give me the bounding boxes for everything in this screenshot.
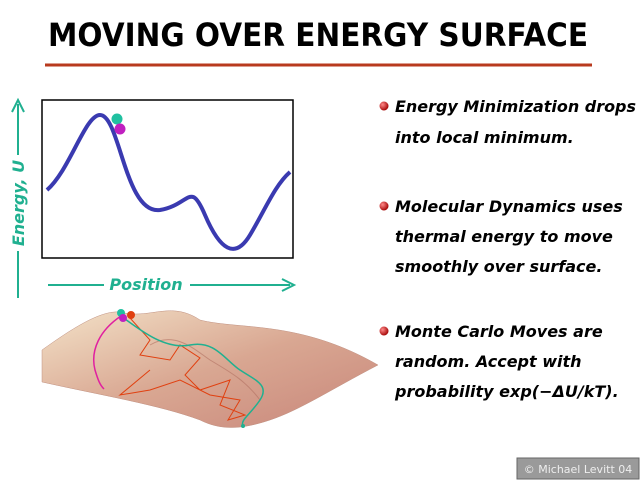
bullet-text: into local minimum. [395,128,574,147]
credit-box [516,457,640,480]
bullet-dot [379,101,389,111]
label-bg [8,155,28,251]
surface-shading [149,339,261,401]
bullet-text: random. Accept with [395,352,582,371]
arrow-head [281,278,297,292]
md-path [93,315,122,390]
bullet-text: smoothly over surface. [395,257,602,276]
label-bg [104,274,190,296]
y-axis-label: Energy, U [9,160,28,246]
ball [127,311,135,319]
bullet-dot [379,326,389,336]
ball [111,113,123,125]
bullet-text: Molecular Dynamics uses [395,197,623,216]
mc-path [118,317,247,421]
ball [114,123,126,135]
bullet-text: thermal energy to move [395,227,613,246]
ball [241,424,245,428]
credit: © Michael Levitt 04 [524,463,633,476]
bullet-text: Energy Minimization drops [395,97,636,116]
x-axis-label: Position [109,275,182,294]
arrow-head [11,97,25,113]
ball [119,314,127,322]
bullet-dot [379,201,389,211]
energy-curve [45,112,292,251]
bullet-text: probability exp(−ΔU/kT). [394,382,619,401]
plot-frame [41,99,294,259]
bullet-text: Monte Carlo Moves are [395,322,603,341]
slide-title: MOVING OVER ENERGY SURFACE [48,16,588,54]
bullet-list: Energy Minimization drops into local min… [379,97,636,401]
md-path [120,315,264,427]
